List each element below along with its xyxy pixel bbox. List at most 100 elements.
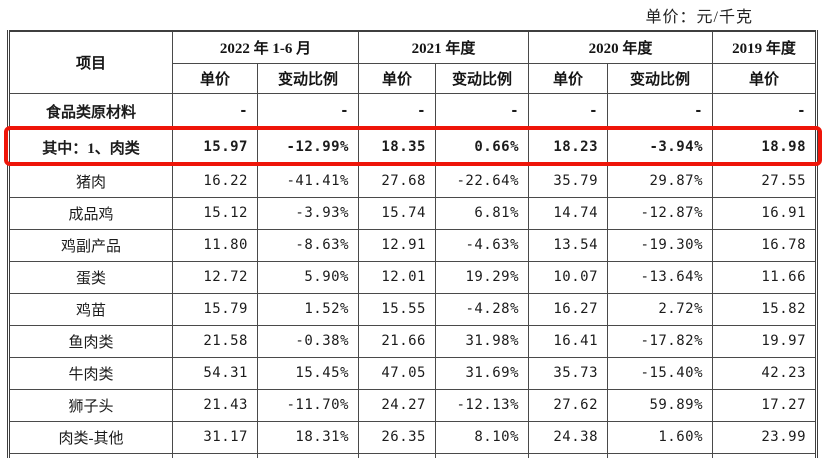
table-cell xyxy=(528,452,609,458)
table-cell: 2.72% xyxy=(607,292,714,326)
table-cell: -8.63% xyxy=(257,228,359,262)
table-cell: 15.55 xyxy=(358,292,436,326)
table-cell: 42.23 xyxy=(712,356,818,390)
table-row: 蛋类 12.72 5.90% 12.01 19.29% 10.07 -13.64% 11.66 xyxy=(8,260,818,294)
table-cell: -13.64% xyxy=(607,260,714,294)
row-item-label: 成品鸡 xyxy=(8,196,173,230)
table-cell: 15.79 xyxy=(172,292,258,326)
table-cell: -22.64% xyxy=(434,164,530,198)
price-table: 项目 2022 年 1-6 月 2021 年度 2020 年度 2019 年度 … xyxy=(7,30,819,458)
table-cell: 27.62 xyxy=(528,388,609,422)
table-cell: -15.40% xyxy=(607,356,714,390)
table-cell: -4.63% xyxy=(434,228,530,262)
table-cell: 6.81% xyxy=(434,196,530,230)
table-cell: 0.66% xyxy=(434,128,530,166)
table-cell: 12.91 xyxy=(358,228,436,262)
table-cell: 16.41 xyxy=(528,324,609,358)
header-group-row: 项目 2022 年 1-6 月 2021 年度 2020 年度 2019 年度 xyxy=(8,30,818,94)
table-cell: 11.66 xyxy=(712,260,818,294)
table-row: 鸡副产品 11.80 -8.63% 12.91 -4.63% 13.54 -19.30% 16… xyxy=(8,228,818,262)
table-cell: 18.23 xyxy=(528,128,609,166)
table-cell: 27.55 xyxy=(712,164,818,198)
table-cell: -41.41% xyxy=(257,164,359,198)
table-cell: -12.99% xyxy=(257,128,359,166)
table-cell: 10.07 xyxy=(528,260,609,294)
table-cell: - xyxy=(712,92,818,130)
row-item-label: 牛肉类 xyxy=(8,356,173,390)
row-item-label: 鸡苗 xyxy=(8,292,173,326)
table-cell: 35.73 xyxy=(528,356,609,390)
table-cell: 24.38 xyxy=(528,420,609,454)
header-period-2021: 2021 年度 xyxy=(357,30,530,64)
table-cell: 15.12 xyxy=(172,196,258,230)
header-price-2019: 单价 xyxy=(712,62,818,94)
table-cell: -4.28% xyxy=(434,292,530,326)
table-cell: 11.80 xyxy=(172,228,258,262)
table-cell: -12.13% xyxy=(434,388,530,422)
row-item-label: 鱼肉类 xyxy=(8,324,173,358)
header-period-2019: 2019 年度 xyxy=(712,30,818,64)
table-cell: 59.89% xyxy=(607,388,714,422)
table-cell: 1.60% xyxy=(607,420,714,454)
table-cell: 31.98% xyxy=(434,324,530,358)
table-cell: 13.54 xyxy=(528,228,609,262)
table-cell: 1.52% xyxy=(257,292,359,326)
table-row: 食品类原材料 - - - - - - - xyxy=(8,92,818,130)
table-cell: 18.31% xyxy=(257,420,359,454)
table-cell: 16.91 xyxy=(712,196,818,230)
table-cell: 21.43 xyxy=(172,388,258,422)
table-cell xyxy=(8,452,173,458)
table-cell: 19.29% xyxy=(434,260,530,294)
table-cell: - xyxy=(434,92,530,130)
header-sub-row: 单价 变动比例 单价 变动比例 单价 变动比例 单价 xyxy=(9,62,818,94)
header-change-2020: 变动比例 xyxy=(607,62,714,94)
header-change-2021: 变动比例 xyxy=(434,62,530,94)
unit-label: 单价：元/千克 xyxy=(645,9,753,26)
table-cell: 15.97 xyxy=(172,128,258,166)
table-cell: 31.69% xyxy=(434,356,530,390)
table-cell: 54.31 xyxy=(172,356,258,390)
table-cell: 24.27 xyxy=(358,388,436,422)
table-cell xyxy=(607,452,714,458)
table-cell xyxy=(172,452,258,458)
table-cell: 15.82 xyxy=(712,292,818,326)
table-cell: 23.99 xyxy=(712,420,818,454)
table-cell: 15.45% xyxy=(257,356,359,390)
header-change-2022: 变动比例 xyxy=(257,62,359,94)
table-cell xyxy=(434,452,530,458)
table-cell: 17.27 xyxy=(712,388,818,422)
row-item-label: 鸡副产品 xyxy=(8,228,173,262)
table-cell: 18.98 xyxy=(712,128,818,166)
table-cell: - xyxy=(358,92,436,130)
table-cell: 47.05 xyxy=(358,356,436,390)
table-cell: 14.74 xyxy=(528,196,609,230)
header-item-column: 项目 xyxy=(8,30,173,94)
table-cell: 21.58 xyxy=(172,324,258,358)
table-cell: -3.94% xyxy=(607,128,714,166)
table-cell: -17.82% xyxy=(607,324,714,358)
table-cell: 19.97 xyxy=(712,324,818,358)
table-cell: 16.22 xyxy=(172,164,258,198)
table-cell: -3.93% xyxy=(257,196,359,230)
table-row: 牛肉类 54.31 15.45% 47.05 31.69% 35.73 -15.40% 42.… xyxy=(8,356,818,390)
table-cell: 15.74 xyxy=(358,196,436,230)
table-cell: 16.27 xyxy=(528,292,609,326)
header-period-2022: 2022 年 1-6 月 xyxy=(172,30,359,64)
table-body: 食品类原材料 - - - - - - - 其中：1、肉类 15.97 -12.99% 18.35 0.6… xyxy=(8,92,818,458)
header-period-2020: 2020 年度 xyxy=(528,30,714,64)
table-cell: - xyxy=(257,92,359,130)
table-cell: - xyxy=(607,92,714,130)
row-item-label: 狮子头 xyxy=(8,388,173,422)
table-cell: 35.79 xyxy=(528,164,609,198)
table-row: 鸡苗 15.79 1.52% 15.55 -4.28% 16.27 2.72% 15.82 xyxy=(8,292,818,326)
table-cell: 12.72 xyxy=(172,260,258,294)
table-row: 成品鸡 15.12 -3.93% 15.74 6.81% 14.74 -12.87% 16.9… xyxy=(8,196,818,230)
row-item-label: 肉类-其他 xyxy=(8,420,173,454)
table-cell: 5.90% xyxy=(257,260,359,294)
table-cell: 31.17 xyxy=(172,420,258,454)
header-price-2022: 单价 xyxy=(172,62,258,94)
table-cell: -11.70% xyxy=(257,388,359,422)
row-item-label: 其中：1、肉类 xyxy=(8,128,173,166)
table-cell: -12.87% xyxy=(607,196,714,230)
table-cell: - xyxy=(528,92,609,130)
